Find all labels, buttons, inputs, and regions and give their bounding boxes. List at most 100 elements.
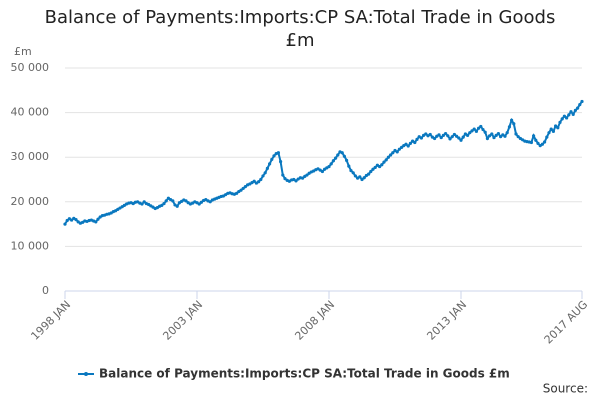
point [96,217,100,221]
point [576,106,580,110]
point [406,144,410,148]
point [65,218,69,223]
point [197,202,201,206]
point [560,117,564,121]
point [551,129,556,133]
point [474,129,478,133]
point [457,136,461,140]
point [305,173,309,177]
y-tick-label: 10 000 [11,239,50,252]
point [94,220,98,224]
y-axis-unit: £m [14,45,32,58]
point [536,141,540,145]
point [342,154,346,158]
point [490,132,494,136]
point [444,131,448,136]
point [276,151,280,155]
point [437,133,441,137]
point [334,156,338,160]
point [259,177,263,182]
point [63,222,67,226]
source: Source: [543,382,588,396]
point [175,204,179,208]
point [351,171,355,175]
point [340,151,344,155]
point [580,99,584,104]
point [400,145,404,149]
point [199,200,203,204]
point [329,162,333,166]
y-tick-label: 0 [42,284,49,297]
point [441,133,445,137]
point [413,140,417,145]
point [235,191,239,195]
point [243,185,247,189]
point [439,135,443,140]
legend-label: Balance of Payments:Imports:CP SA:Total … [99,367,510,381]
point [468,131,472,135]
point [485,136,489,141]
point [294,179,298,183]
x-tick-label: 2017 AUG [542,298,591,347]
y-tick-label: 40 000 [11,106,50,119]
point [503,134,507,138]
point [74,218,78,222]
point [512,122,516,126]
x-tick-label: 2008 JAN [292,298,337,343]
point [331,159,335,163]
point [252,179,256,183]
y-tick-label: 20 000 [11,195,50,208]
point [545,135,549,139]
point [270,157,274,162]
point [327,164,331,169]
point [261,174,265,178]
point [433,136,437,141]
point [549,127,553,131]
point [516,135,520,139]
x-tick-label: 2003 JAN [160,298,205,343]
point [461,135,465,139]
point [336,153,340,157]
point [395,150,399,154]
point [386,155,390,159]
point [397,147,401,151]
point [362,176,366,180]
point [556,126,560,130]
series-line [64,100,583,225]
chart-title: Balance of Payments:Imports:CP SA:Total … [44,7,556,51]
point [450,135,454,139]
point [514,132,518,136]
point [208,200,212,204]
point [466,133,470,137]
point [494,133,498,137]
point [263,171,267,175]
point [483,130,487,134]
point [70,218,74,222]
point [459,138,463,142]
point [455,134,459,138]
y-tick-label: 50 000 [11,61,50,74]
point [265,166,269,170]
point [477,126,481,130]
point [369,169,373,174]
point [162,201,166,206]
point [569,110,573,114]
point [140,202,144,206]
point [532,134,536,138]
point [540,142,545,146]
point [492,135,496,140]
point [380,163,384,167]
point [571,112,575,116]
point [281,173,285,177]
point [164,199,168,203]
point [554,124,558,128]
point [239,188,243,192]
point [507,125,511,129]
point [373,165,377,170]
point [272,154,276,158]
point [301,176,305,180]
point [562,114,567,118]
point [488,134,492,138]
